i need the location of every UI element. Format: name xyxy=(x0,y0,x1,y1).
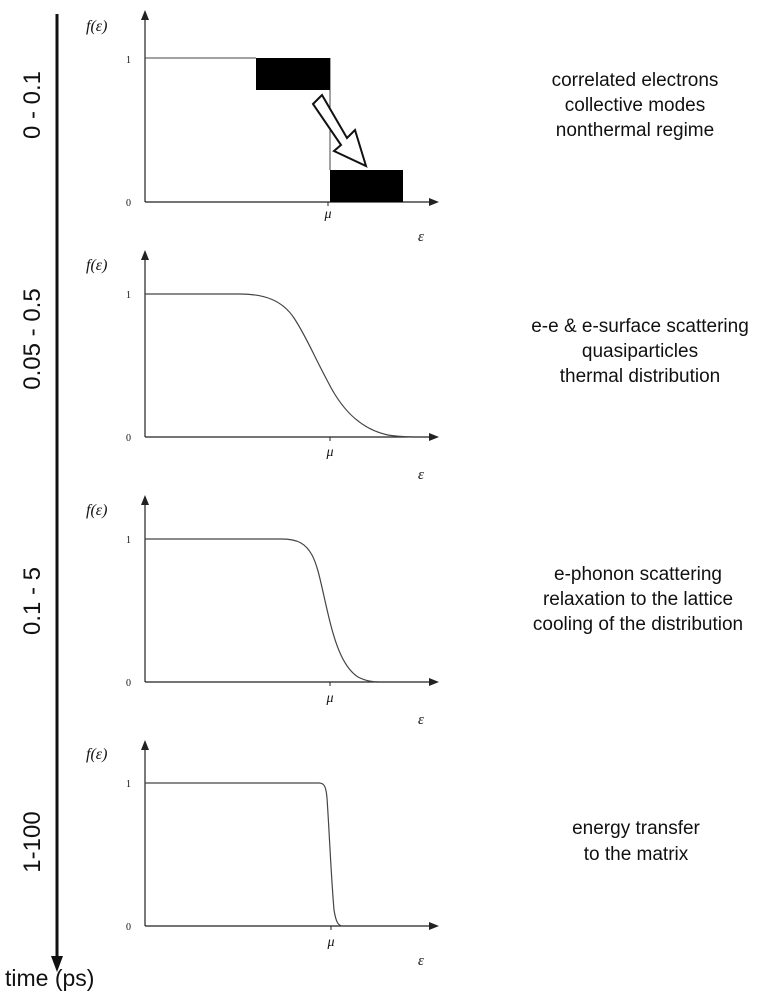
panel-2-y-axis-label: f(ε) xyxy=(86,257,107,274)
panel-1-time-range: 0 - 0.1 xyxy=(19,71,46,139)
panel-4-x-axis-arrow xyxy=(429,922,439,930)
panel-1-excited-block xyxy=(330,170,403,202)
panel-2-y-axis-arrow xyxy=(141,250,149,260)
panel-4-mu-label: μ xyxy=(326,935,334,950)
panel-1: 0 - 0.1 f(ε) ε 1 0 μ correlated electron… xyxy=(19,10,718,245)
panel-4-time-range: 1-100 xyxy=(19,811,46,872)
panel-3-x-axis-arrow xyxy=(429,678,439,686)
panel-1-tick-1: 1 xyxy=(126,55,131,66)
panel-4-tick-1: 1 xyxy=(126,779,131,790)
panel-3-description-line-3: cooling of the distribution xyxy=(533,614,743,635)
panel-1-x-axis-arrow xyxy=(429,198,439,206)
panel-3-tick-1: 1 xyxy=(126,535,131,546)
panel-1-y-axis-arrow xyxy=(141,10,149,20)
panel-2-description-line-2: quasiparticles xyxy=(582,341,698,362)
panel-1-tick-0: 0 xyxy=(126,198,131,209)
panel-4-y-axis-label: f(ε) xyxy=(86,746,107,763)
panel-3-x-axis-label: ε xyxy=(418,712,424,728)
panel-2-description-line-3: thermal distribution xyxy=(560,366,721,387)
panel-3: 0.1 - 5 f(ε) ε 1 0 μ e-phonon scattering… xyxy=(19,495,743,728)
panel-1-x-axis-label: ε xyxy=(418,229,424,245)
panel-1-mu-label: μ xyxy=(323,207,331,222)
panel-2-tick-1: 1 xyxy=(126,290,131,301)
panel-3-y-axis-arrow xyxy=(141,495,149,505)
panel-4-description-line-1: energy transfer xyxy=(572,818,700,839)
panel-3-tick-0: 0 xyxy=(126,678,131,689)
panel-1-description-line-2: collective modes xyxy=(565,95,705,116)
panel-2: 0.05 - 0.5 f(ε) ε 1 0 μ e-e & e-surface … xyxy=(19,250,749,483)
panel-2-description-line-1: e-e & e-surface scattering xyxy=(531,316,749,337)
panel-1-transfer-arrow xyxy=(311,93,368,168)
panel-2-time-range: 0.05 - 0.5 xyxy=(19,288,46,389)
panel-3-mu-label: μ xyxy=(325,691,333,706)
panel-3-description-line-1: e-phonon scattering xyxy=(554,564,722,585)
panel-4-tick-0: 0 xyxy=(126,922,131,933)
panel-1-description-line-3: nonthermal regime xyxy=(556,120,714,141)
panel-2-x-axis-label: ε xyxy=(418,467,424,483)
panel-2-mu-label: μ xyxy=(325,445,333,460)
panel-4-distribution-curve xyxy=(145,782,344,927)
panel-4-description-line-2: to the matrix xyxy=(584,844,689,865)
time-axis-label: time (ps) xyxy=(5,965,94,991)
panel-4-y-axis-arrow xyxy=(141,740,149,750)
panel-2-distribution-curve xyxy=(145,293,421,438)
panel-4-x-axis-label: ε xyxy=(418,953,424,969)
panel-3-y-axis-label: f(ε) xyxy=(86,502,107,519)
panel-3-time-range: 0.1 - 5 xyxy=(19,567,46,635)
time-axis-arrowhead xyxy=(51,956,63,972)
panel-1-depleted-block xyxy=(256,58,330,90)
panel-1-description-line-1: correlated electrons xyxy=(552,70,719,91)
panel-1-y-axis-label: f(ε) xyxy=(86,18,107,35)
panel-2-x-axis-arrow xyxy=(429,433,439,441)
panel-4: 1-100 f(ε) ε 1 0 μ energy transfer to th… xyxy=(19,740,701,969)
panel-2-tick-0: 0 xyxy=(126,433,131,444)
panel-3-description-line-2: relaxation to the lattice xyxy=(543,589,733,610)
panel-3-distribution-curve xyxy=(145,538,381,683)
